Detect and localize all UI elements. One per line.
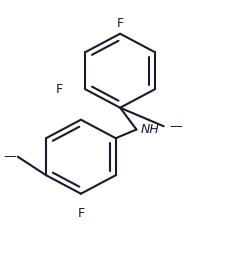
Text: NH: NH [140,123,159,136]
Text: —: — [168,120,181,133]
Text: F: F [116,17,123,30]
Text: —: — [3,150,16,163]
Text: F: F [55,83,62,96]
Text: F: F [77,207,84,220]
